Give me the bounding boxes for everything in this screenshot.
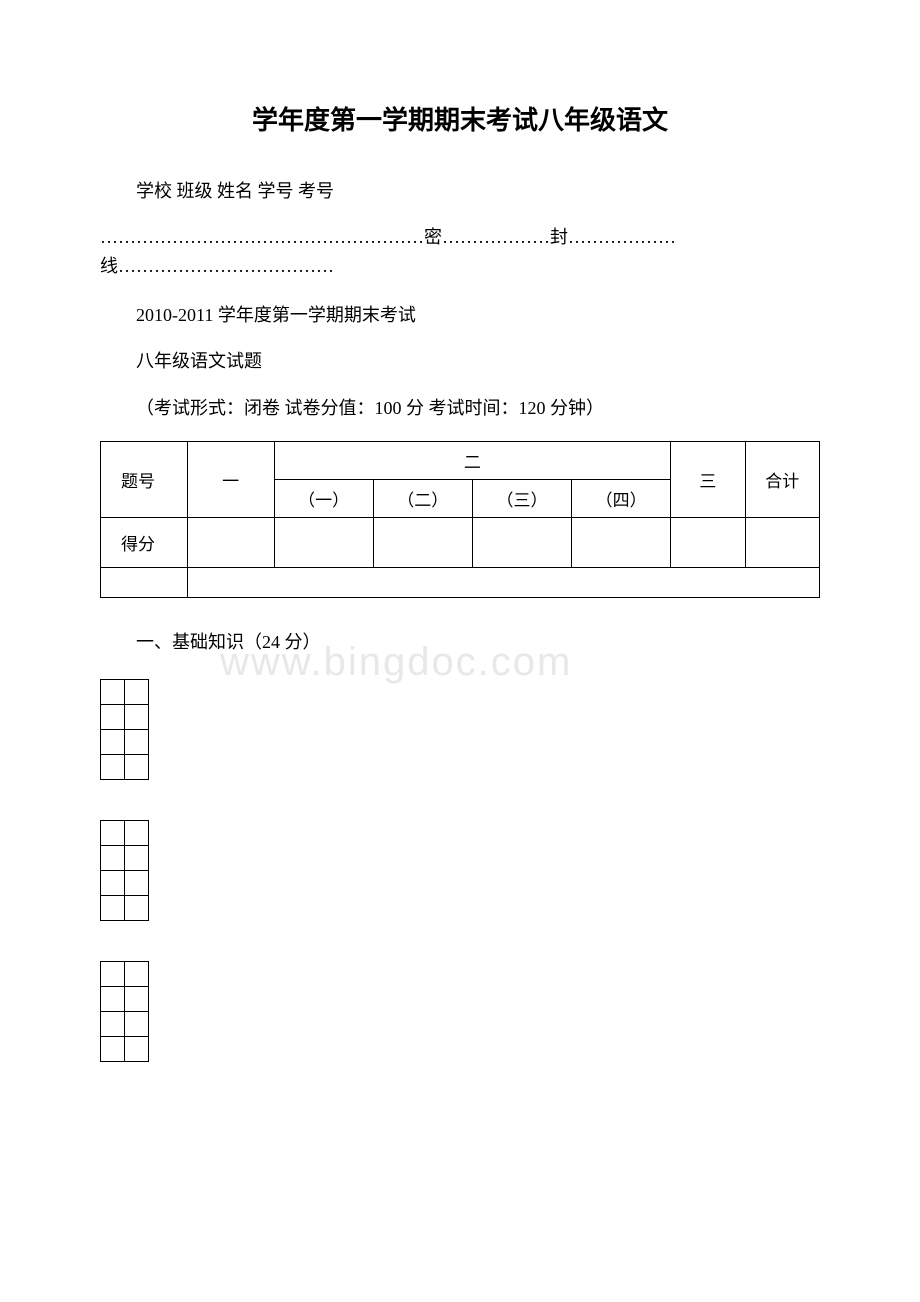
cell-empty	[187, 517, 274, 567]
cell-empty	[671, 517, 745, 567]
document-title: 学年度第一学期期末考试八年级语文	[100, 100, 820, 137]
grid-cell	[125, 870, 149, 895]
exam-year-line: 2010-2011 学年度第一学期期末考试	[100, 301, 820, 330]
cell-sub2: （二）	[373, 479, 472, 517]
cell-sub1: （一）	[274, 479, 373, 517]
grid-cell	[125, 729, 149, 754]
grid-cell	[125, 845, 149, 870]
cell-empty	[745, 517, 819, 567]
grid-cell	[125, 679, 149, 704]
grid-cell	[125, 754, 149, 779]
grid-cell	[101, 1036, 125, 1061]
cell-empty	[187, 567, 819, 597]
cell-empty	[274, 517, 373, 567]
cell-col-two: 二	[274, 441, 671, 479]
student-info-fields: 学校 班级 姓名 学号 考号	[100, 177, 820, 203]
grid-cell	[125, 986, 149, 1011]
section-1-heading: 一、基础知识（24 分）	[100, 628, 820, 654]
seal-divider-line: ………………………………………………密………………封………………线……………………	[100, 223, 820, 281]
cell-empty	[373, 517, 472, 567]
answer-grid-1	[100, 679, 149, 780]
grid-cell	[125, 820, 149, 845]
grid-cell	[125, 1011, 149, 1036]
grid-cell	[101, 845, 125, 870]
grid-cell	[125, 1036, 149, 1061]
exam-info-line: （考试形式：闭卷 试卷分值：100 分 考试时间：120 分钟）	[100, 394, 820, 423]
grid-cell	[101, 986, 125, 1011]
cell-score-label: 得分	[101, 517, 188, 567]
cell-col-one: 一	[187, 441, 274, 517]
grid-cell	[101, 754, 125, 779]
cell-sub4: （四）	[572, 479, 671, 517]
exam-subject-line: 八年级语文试题	[100, 347, 820, 376]
cell-col-three: 三	[671, 441, 745, 517]
grid-cell	[101, 729, 125, 754]
grid-cell	[101, 895, 125, 920]
grid-cell	[101, 1011, 125, 1036]
grid-cell	[125, 704, 149, 729]
cell-question-label: 题号	[101, 441, 188, 517]
grid-cell	[101, 961, 125, 986]
grid-cell	[125, 961, 149, 986]
cell-empty	[101, 567, 188, 597]
score-table: 题号 一 二 三 合计 （一） （二） （三） （四） 得分	[100, 441, 820, 598]
cell-sub3: （三）	[472, 479, 571, 517]
grid-cell	[101, 679, 125, 704]
answer-grid-3	[100, 961, 149, 1062]
grid-cell	[101, 870, 125, 895]
cell-col-total: 合计	[745, 441, 819, 517]
cell-empty	[472, 517, 571, 567]
cell-empty	[572, 517, 671, 567]
grid-cell	[125, 895, 149, 920]
grid-cell	[101, 820, 125, 845]
answer-grid-2	[100, 820, 149, 921]
grid-cell	[101, 704, 125, 729]
